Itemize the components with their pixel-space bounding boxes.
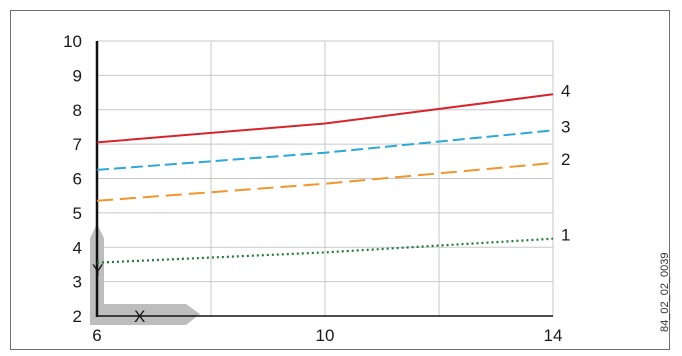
chart-frame: [10, 10, 670, 350]
x-tick-label: 10: [316, 326, 335, 345]
series-labels: 1 2 3 4: [561, 81, 570, 244]
y-tick-label: 8: [73, 101, 82, 120]
y-tick-label: 7: [73, 135, 82, 154]
x-tick-label: 6: [92, 326, 101, 345]
y-tick-label: 10: [63, 32, 82, 51]
grid: [96, 40, 554, 317]
tick-labels: 2 3 4 5 6 7 8 9 10 6 10 14: [63, 32, 562, 345]
axis-marker: Y X: [90, 224, 200, 326]
y-tick-label: 3: [73, 273, 82, 292]
y-tick-label: 4: [73, 238, 82, 257]
y-tick-label: 5: [73, 204, 82, 223]
y-tick-label: 9: [73, 66, 82, 85]
x-tick-label: 14: [544, 326, 563, 345]
axes: [95, 41, 553, 317]
y-tick-label: 2: [73, 307, 82, 326]
series-line-1: [96, 237, 554, 264]
figure-code: 84_02_02_0039: [659, 252, 671, 332]
series-line-4: [96, 93, 554, 144]
x-axis-marker-arrow: [90, 304, 200, 325]
series-line-2: [96, 162, 554, 202]
series-label-2: 2: [561, 150, 570, 169]
series-line-3: [96, 129, 554, 171]
y-tick-label: 6: [73, 170, 82, 189]
series-label-3: 3: [561, 117, 570, 136]
series-label-1: 1: [561, 226, 570, 245]
series-label-4: 4: [561, 81, 570, 100]
series: [96, 93, 554, 264]
